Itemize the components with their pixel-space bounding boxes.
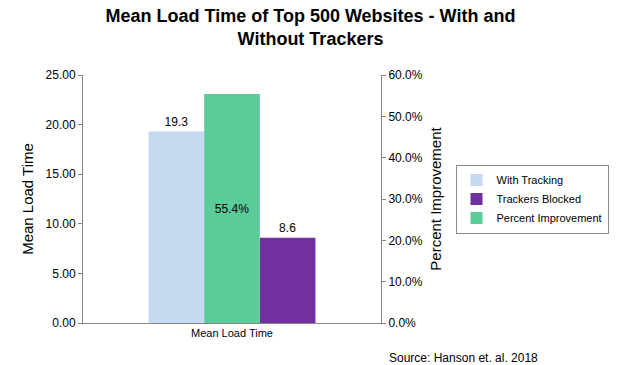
svg-text:Trackers Blocked: Trackers Blocked bbox=[497, 193, 582, 205]
svg-text:10.00: 10.00 bbox=[46, 217, 76, 231]
svg-text:19.3: 19.3 bbox=[165, 115, 189, 129]
svg-text:8.6: 8.6 bbox=[279, 221, 296, 235]
svg-text:55.4%: 55.4% bbox=[215, 202, 249, 216]
svg-text:Source: Hanson et. al. 2018: Source: Hanson et. al. 2018 bbox=[389, 351, 538, 365]
svg-text:Percent Improvement: Percent Improvement bbox=[427, 126, 444, 270]
svg-text:20.00: 20.00 bbox=[46, 118, 76, 132]
svg-text:With Tracking: With Tracking bbox=[497, 174, 564, 186]
svg-text:Mean Load Time of Top 500 Webs: Mean Load Time of Top 500 Websites - Wit… bbox=[106, 6, 516, 49]
svg-text:40.0%: 40.0% bbox=[388, 151, 422, 165]
svg-text:30.0%: 30.0% bbox=[388, 192, 422, 206]
svg-text:15.00: 15.00 bbox=[46, 167, 76, 181]
svg-text:Mean Load Time: Mean Load Time bbox=[19, 143, 36, 255]
svg-text:0.00: 0.00 bbox=[52, 316, 76, 330]
svg-text:60.0%: 60.0% bbox=[388, 68, 422, 82]
svg-text:50.0%: 50.0% bbox=[388, 110, 422, 124]
svg-text:0.0%: 0.0% bbox=[388, 316, 416, 330]
svg-text:25.00: 25.00 bbox=[46, 68, 76, 82]
svg-text:Mean Load Time: Mean Load Time bbox=[191, 327, 273, 339]
svg-text:20.0%: 20.0% bbox=[388, 234, 422, 248]
svg-text:10.0%: 10.0% bbox=[388, 275, 422, 289]
svg-text:Percent Improvement: Percent Improvement bbox=[497, 212, 602, 224]
svg-text:5.00: 5.00 bbox=[52, 267, 76, 281]
